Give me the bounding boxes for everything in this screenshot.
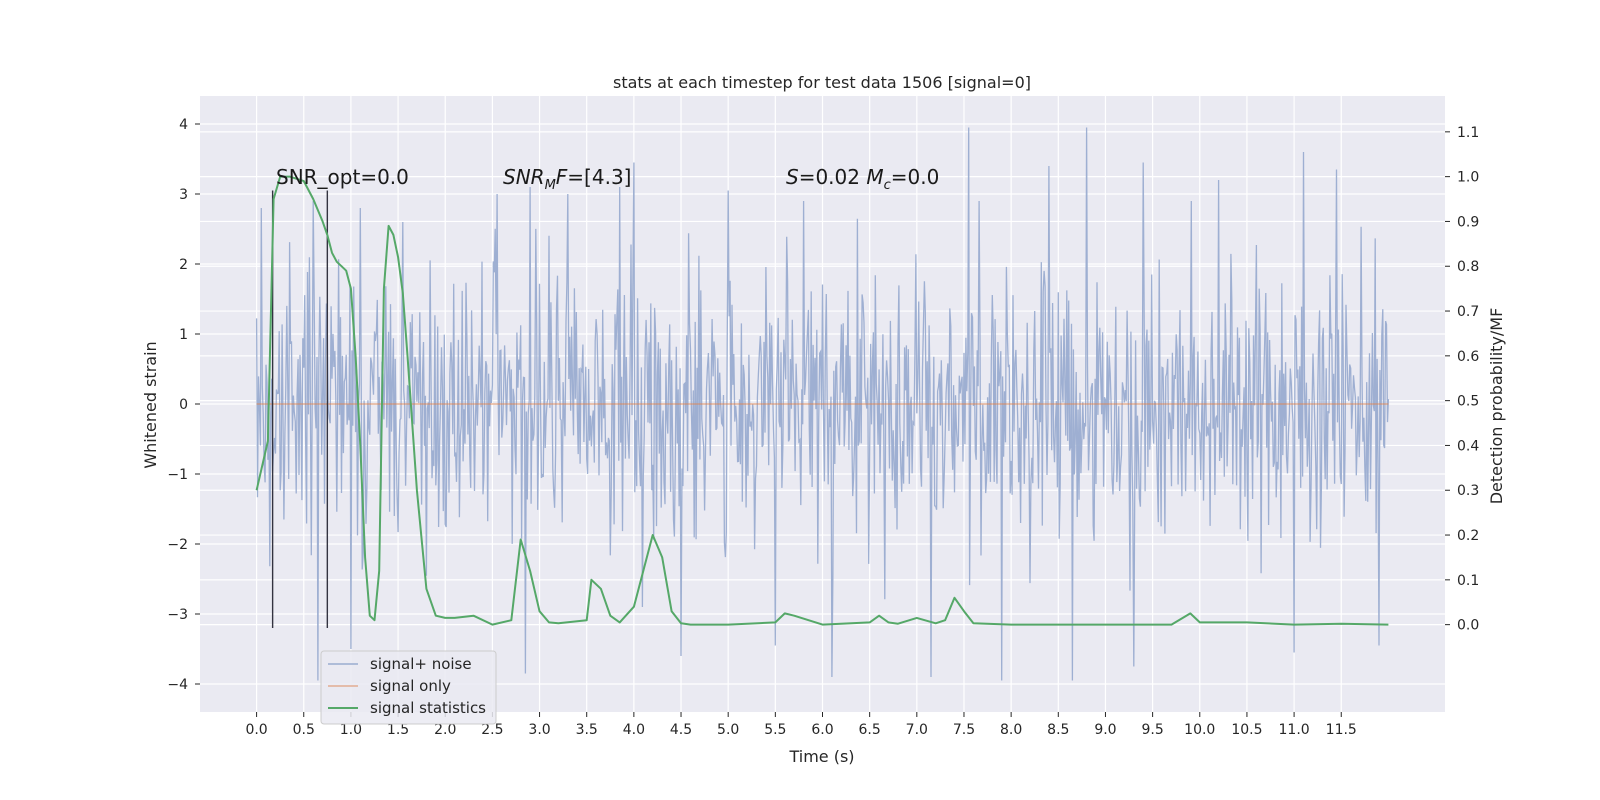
right-y-tick-label: 0.3 [1457, 483, 1479, 499]
x-tick-label: 0.0 [245, 722, 267, 738]
x-tick-label: 9.5 [1141, 722, 1163, 738]
x-axis-label: Time (s) [788, 747, 854, 766]
chart-title: stats at each timestep for test data 150… [613, 73, 1031, 92]
left-y-axis-label: Whitened strain [141, 341, 160, 468]
left-y-tick-label: 1 [179, 327, 188, 343]
right-y-tick-label: 0.8 [1457, 259, 1479, 275]
left-y-tick-label: −4 [167, 677, 188, 693]
left-y-tick-label: −3 [167, 607, 188, 623]
snr-opt-annotation: SNR_opt=0.0 [276, 165, 409, 189]
x-tick-label: 3.5 [576, 722, 598, 738]
left-y-tick-label: 4 [179, 117, 188, 133]
right-y-tick-label: 0.9 [1457, 214, 1479, 230]
x-tick-label: 10.5 [1231, 722, 1262, 738]
right-y-tick-label: 1.0 [1457, 170, 1479, 186]
left-y-axis-ticks: 4 3 2 1 0 −1 −2 −3 −4 [167, 117, 200, 693]
left-y-tick-label: −1 [167, 467, 188, 483]
signal-noise-series [255, 127, 1390, 681]
x-tick-label: 6.5 [859, 722, 881, 738]
right-y-tick-label: 0.4 [1457, 438, 1479, 454]
left-y-tick-label: 3 [179, 187, 188, 203]
x-tick-label: 2.0 [434, 722, 456, 738]
s-mc-annotation: S=0.02 Mc=0.0 [786, 165, 939, 193]
x-tick-label: 5.5 [764, 722, 786, 738]
right-y-tick-label: 0.6 [1457, 349, 1479, 365]
signal-statistics-line [255, 175, 1389, 626]
x-tick-label: 4.5 [670, 722, 692, 738]
x-tick-label: 8.0 [1000, 722, 1022, 738]
x-tick-label: 9.0 [1094, 722, 1116, 738]
x-tick-label: 4.0 [623, 722, 645, 738]
x-tick-label: 1.5 [387, 722, 409, 738]
x-tick-label: 10.0 [1184, 722, 1215, 738]
x-tick-label: 11.0 [1279, 722, 1310, 738]
x-tick-label: 3.0 [528, 722, 550, 738]
x-tick-label: 0.5 [293, 722, 315, 738]
legend-box [320, 650, 497, 725]
right-y-tick-label: 0.1 [1457, 573, 1479, 589]
snr-mf-annotation: SNRMF=[4.3] [503, 165, 631, 193]
signal-noise-line [255, 127, 1390, 681]
right-y-tick-label: 0.2 [1457, 528, 1479, 544]
legend-label-signal-statistics: signal statistics [370, 699, 486, 717]
x-tick-label: 6.0 [811, 722, 833, 738]
right-y-axis-label: Detection probability/MF [1487, 308, 1506, 505]
right-y-axis-ticks: 1.1 1.0 0.9 0.8 0.7 0.6 0.5 0.4 0.3 0.2 0.1 0.0 [1445, 125, 1479, 634]
right-y-tick-label: 1.1 [1457, 125, 1479, 141]
left-y-tick-label: 2 [179, 257, 188, 273]
x-tick-label: 2.5 [481, 722, 503, 738]
x-tick-label: 5.0 [717, 722, 739, 738]
x-tick-label: 11.5 [1326, 722, 1357, 738]
x-tick-label: 7.5 [953, 722, 975, 738]
x-tick-label: 8.5 [1047, 722, 1069, 738]
signal-statistics-series [255, 175, 1389, 626]
right-y-tick-label: 0.7 [1457, 304, 1479, 320]
x-tick-label: 7.0 [906, 722, 928, 738]
right-y-tick-label: 0.0 [1457, 618, 1479, 634]
right-y-tick-label: 0.5 [1457, 394, 1479, 410]
x-axis-ticks: 0.0 0.5 1.0 1.5 2.0 2.5 3.0 3.5 4.0 4.5 5.0 5.5 6.0 6… [245, 712, 1357, 738]
legend: signal+ noise signal only signal statist… [320, 650, 497, 725]
x-tick-label: 1.0 [340, 722, 362, 738]
left-y-tick-label: −2 [167, 537, 188, 553]
left-y-tick-label: 0 [179, 397, 188, 413]
legend-label-signal-noise: signal+ noise [370, 655, 472, 673]
legend-label-signal-only: signal only [370, 677, 451, 695]
